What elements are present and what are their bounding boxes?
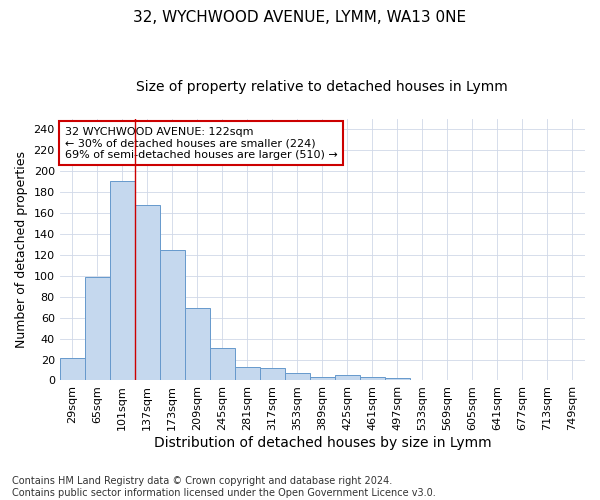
Bar (260, 368, 285, 380)
Y-axis label: Number of detached properties: Number of detached properties (15, 151, 28, 348)
Bar (310, 378, 335, 380)
Bar (160, 250, 185, 380)
Bar (59, 358, 85, 380)
Bar (335, 375, 360, 380)
Bar (135, 204, 160, 380)
Text: Contains HM Land Registry data © Crown copyright and database right 2024.
Contai: Contains HM Land Registry data © Crown c… (12, 476, 436, 498)
Bar (285, 373, 310, 380)
Text: 32 WYCHWOOD AVENUE: 122sqm
← 30% of detached houses are smaller (224)
69% of sem: 32 WYCHWOOD AVENUE: 122sqm ← 30% of deta… (65, 126, 338, 160)
Bar (210, 348, 235, 380)
Bar (185, 308, 210, 380)
Bar (235, 367, 260, 380)
Text: 32, WYCHWOOD AVENUE, LYMM, WA13 0NE: 32, WYCHWOOD AVENUE, LYMM, WA13 0NE (133, 10, 467, 25)
X-axis label: Distribution of detached houses by size in Lymm: Distribution of detached houses by size … (154, 436, 491, 450)
Bar (85, 277, 110, 380)
Title: Size of property relative to detached houses in Lymm: Size of property relative to detached ho… (136, 80, 508, 94)
Bar (385, 378, 410, 380)
Bar (360, 378, 385, 380)
Bar (110, 180, 135, 380)
